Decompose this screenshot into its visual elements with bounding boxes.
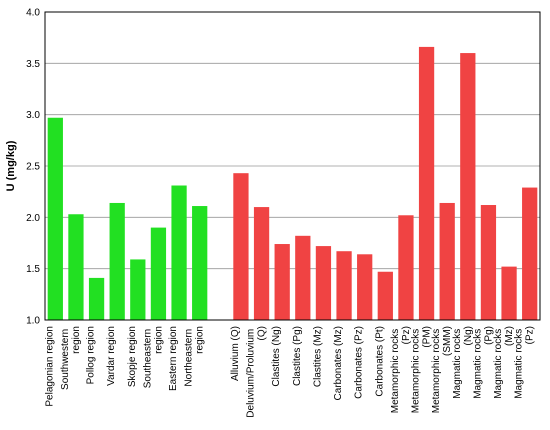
x-tick-label: Magmatic rocks (Mz) (493, 326, 515, 399)
bar (439, 202, 455, 320)
plot-frame (44, 11, 541, 321)
bar (109, 202, 125, 320)
y-axis-label: U (mg/kg) (5, 140, 17, 191)
bar (357, 254, 373, 320)
x-tick-label: Carbonates (Pz) (354, 326, 365, 399)
bar (253, 207, 270, 320)
bar (47, 117, 63, 320)
y-tick-label: 2.5 (26, 162, 40, 173)
x-tick-label: Northeastern region (184, 326, 206, 387)
x-tick-label: Eastern region (168, 326, 179, 391)
x-tick-label: Clastites (Mz) (312, 326, 323, 387)
bar (192, 206, 208, 320)
x-tick-label: Deluvium/Proluvium (Q) (246, 326, 268, 418)
bar (295, 235, 311, 320)
y-tick-label: 1.5 (26, 264, 40, 275)
bar (377, 271, 393, 320)
bar (315, 246, 332, 320)
bar (150, 227, 167, 320)
x-tick-label: Clastites (Pg) (292, 326, 303, 386)
bar (233, 173, 249, 320)
bar (398, 215, 414, 320)
x-tick-label: Carbonates (Pt) (374, 326, 385, 397)
bar (68, 214, 84, 320)
y-tick-label: 3.0 (26, 110, 40, 121)
y-tick-label: 2.0 (26, 213, 40, 224)
x-tick-label: Carbonates (Mz) (333, 326, 344, 400)
bar (171, 185, 187, 320)
x-tick-label: Pollog region (86, 326, 97, 384)
bar (130, 259, 146, 320)
bar (418, 46, 435, 320)
x-tick-label: Magmatic rocks (Pz) (514, 326, 536, 399)
x-tick-label: Skopje region (127, 326, 138, 387)
x-tick-label: Clastites (Ng) (271, 326, 282, 387)
x-tick-label: Vardar region (106, 326, 117, 386)
y-tick-label: 3.5 (26, 59, 40, 70)
x-tick-label: Metamorphic rocks (Pz) (390, 326, 412, 413)
x-tick-label: Magmatic rocks (Pg) (472, 326, 494, 399)
bar (480, 205, 497, 320)
x-tick-label: Metamorphic rocks (SMM) (431, 326, 453, 413)
x-tick-label: Alluvium (Q) (230, 326, 241, 381)
x-tick-label: Pelagonian region (44, 326, 55, 407)
bar (522, 187, 538, 320)
bar (274, 244, 290, 320)
bar (88, 277, 105, 320)
x-tick-label: Southwestern region (60, 326, 82, 390)
x-tick-label: Southeastern region (142, 326, 164, 388)
y-tick-label: 4.0 (26, 8, 40, 19)
bar (460, 53, 476, 321)
bar (501, 266, 517, 320)
x-tick-label: Metamorphic rocks (PM) (411, 326, 433, 413)
bar (336, 251, 352, 320)
y-tick-label: 1.0 (26, 316, 40, 327)
x-tick-label: Magmatic rocks (Ng) (452, 326, 474, 399)
